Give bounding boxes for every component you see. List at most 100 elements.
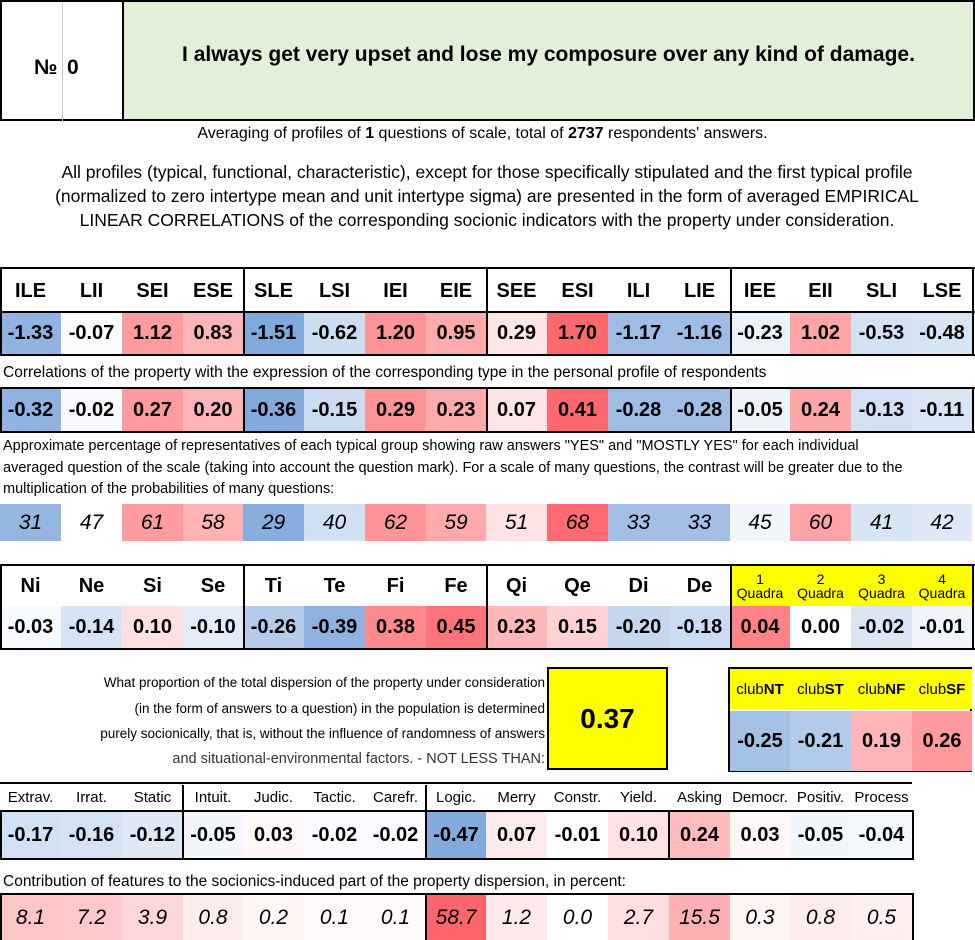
club-header-nt: club NT bbox=[730, 669, 790, 709]
quadra-number: 3 bbox=[877, 571, 886, 587]
trait-contribution-4: 0.8 bbox=[183, 895, 243, 940]
function-header-ti: Ti bbox=[264, 574, 283, 597]
function-value-fe: 0.45 bbox=[426, 606, 486, 649]
function-value-de: -0.18 bbox=[669, 606, 730, 649]
h-rule bbox=[0, 782, 912, 784]
v-rule bbox=[243, 387, 245, 432]
club-suffix: SF bbox=[946, 680, 966, 698]
function-value-se: -0.10 bbox=[183, 606, 243, 649]
h-rule bbox=[0, 354, 975, 356]
type-correlation-see: 0.07 bbox=[486, 389, 547, 431]
function-header-fi: Fi bbox=[386, 574, 405, 597]
trait-header-11: Yield. bbox=[620, 789, 657, 806]
function-value-ne: -0.14 bbox=[61, 606, 122, 649]
trait-contribution-13: 0.3 bbox=[730, 895, 790, 940]
v-rule bbox=[425, 810, 427, 860]
v-rule bbox=[243, 267, 245, 355]
type-header-see: SEE bbox=[496, 280, 537, 302]
club-value-st: -0.21 bbox=[790, 711, 851, 771]
type-percent-esi: 68 bbox=[547, 504, 608, 541]
club-value-sf: 0.26 bbox=[912, 711, 972, 771]
trait-value-10: -0.01 bbox=[547, 812, 608, 859]
number-divider bbox=[62, 2, 63, 121]
v-rule bbox=[0, 893, 2, 940]
trait-header-5: Judic. bbox=[253, 789, 294, 806]
averaging-pre: Averaging of profiles of bbox=[197, 125, 366, 142]
description-text: All profiles (typical, functional, chara… bbox=[55, 162, 919, 230]
type-percent-sle: 29 bbox=[243, 504, 304, 541]
trait-header-14: Positiv. bbox=[796, 789, 845, 806]
club-prefix: club bbox=[918, 680, 947, 698]
h-rule bbox=[0, 893, 912, 895]
v-rule bbox=[972, 267, 974, 355]
trait-contribution-10: 0.0 bbox=[547, 895, 608, 940]
type-percent-lie: 33 bbox=[669, 504, 730, 541]
respondent-count: 2737 bbox=[567, 125, 604, 142]
type-header-sli: SLI bbox=[865, 280, 898, 302]
correlations-note: Correlations of the property with the ex… bbox=[3, 364, 767, 381]
type-normalized-sei: 1.12 bbox=[122, 313, 183, 354]
function-header-di: Di bbox=[628, 574, 649, 597]
trait-contribution-7: 0.1 bbox=[365, 895, 426, 940]
v-rule bbox=[972, 564, 974, 650]
type-correlation-sli: -0.13 bbox=[851, 389, 912, 431]
type-correlation-lie: -0.28 bbox=[669, 389, 730, 431]
trait-contribution-9: 1.2 bbox=[486, 895, 547, 940]
type-normalized-ese: 0.83 bbox=[183, 313, 243, 354]
type-percent-ese: 58 bbox=[183, 504, 243, 541]
type-correlation-ili: -0.28 bbox=[608, 389, 669, 431]
type-percent-iee: 45 bbox=[730, 504, 790, 541]
type-header-lii: LII bbox=[79, 280, 104, 302]
quadra-header-2: 2 Quadra bbox=[790, 566, 851, 606]
averaging-line: Averaging of profiles of 1 questions of … bbox=[0, 125, 965, 143]
dispersion-line-2: (in the form of answers to a question) i… bbox=[134, 700, 545, 716]
type-correlation-esi: 0.41 bbox=[547, 389, 608, 431]
type-normalized-eii: 1.02 bbox=[790, 313, 851, 354]
function-value-te: -0.39 bbox=[304, 606, 365, 649]
type-percent-eie: 59 bbox=[426, 504, 486, 541]
quadra-label: Quadra bbox=[736, 585, 784, 601]
function-value-ni: -0.03 bbox=[0, 606, 61, 649]
quadra-number: 1 bbox=[756, 571, 764, 587]
type-normalized-sle: -1.51 bbox=[243, 313, 304, 354]
number-value: 0 bbox=[67, 56, 79, 79]
type-correlation-iei: 0.29 bbox=[365, 389, 426, 431]
trait-value-3: -0.12 bbox=[122, 812, 183, 859]
function-header-fe: Fe bbox=[444, 574, 468, 597]
v-rule bbox=[243, 564, 245, 650]
trait-value-8: -0.47 bbox=[426, 812, 486, 859]
dispersion-text: What proportion of the total dispersion … bbox=[60, 670, 545, 772]
type-normalized-esi: 1.70 bbox=[547, 313, 608, 354]
v-rule bbox=[730, 267, 732, 355]
trait-value-5: 0.03 bbox=[243, 812, 304, 859]
type-percent-ili: 33 bbox=[608, 504, 669, 541]
type-percent-lse: 42 bbox=[912, 504, 972, 541]
club-header-st: club ST bbox=[790, 669, 851, 709]
club-value-nt: -0.25 bbox=[730, 711, 790, 771]
v-rule bbox=[486, 267, 488, 355]
v-rule bbox=[182, 785, 184, 810]
function-header-qi: Qi bbox=[505, 574, 528, 597]
type-header-ese: ESE bbox=[192, 280, 234, 302]
v-rule bbox=[486, 387, 488, 432]
question-count: 1 bbox=[365, 125, 375, 142]
type-normalized-eie: 0.95 bbox=[426, 313, 486, 354]
function-header-te: Te bbox=[323, 574, 346, 597]
v-rule bbox=[0, 564, 2, 650]
trait-header-13: Democr. bbox=[732, 789, 788, 806]
function-value-si: 0.10 bbox=[122, 606, 183, 649]
quadra-label: Quadra bbox=[918, 585, 966, 601]
quadra-value-3: -0.02 bbox=[851, 606, 912, 649]
type-percent-see: 51 bbox=[486, 504, 547, 541]
header-number-box: № 0 bbox=[0, 0, 122, 121]
v-rule bbox=[486, 564, 488, 650]
trait-contribution-8: 58.7 bbox=[426, 895, 486, 940]
v-rule bbox=[425, 785, 427, 810]
dispersion-line-3: purely socionically, that is, without th… bbox=[100, 726, 545, 741]
trait-header-8: Logic. bbox=[435, 789, 477, 806]
type-correlation-ile: -0.32 bbox=[0, 389, 61, 431]
type-percent-lsi: 40 bbox=[304, 504, 365, 541]
type-header-ile: ILE bbox=[14, 280, 47, 302]
h-rule bbox=[0, 810, 912, 812]
quadra-label: Quadra bbox=[858, 585, 905, 601]
